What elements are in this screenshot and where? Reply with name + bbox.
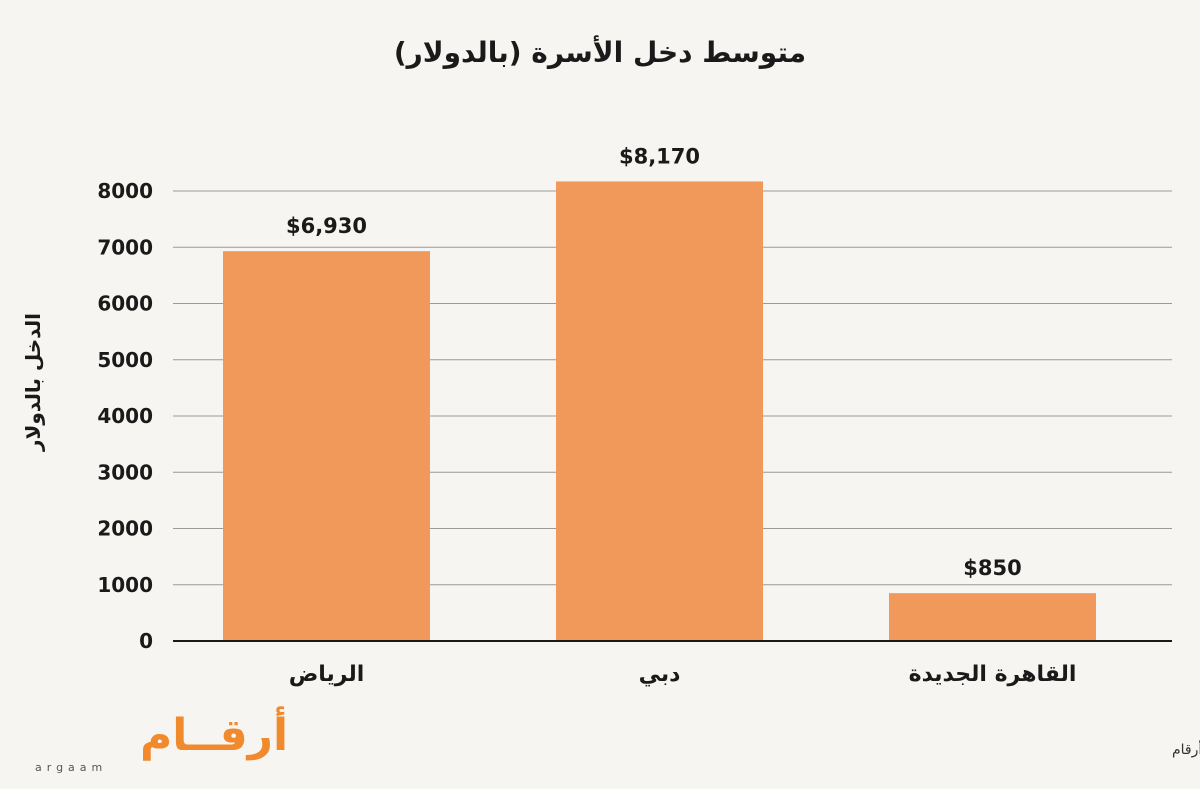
y-tick-labels: 0 1000 2000 3000 4000 5000 6000 7000 8000 (97, 179, 153, 653)
y-tick-label: 1000 (97, 573, 153, 597)
logo-arabic: أرقــام (140, 706, 288, 761)
x-tick-label: الرياض (289, 662, 365, 687)
bar (889, 593, 1096, 641)
y-tick-label: 4000 (97, 404, 153, 428)
chart-title: متوسط دخل الأسرة (بالدولار) (394, 35, 806, 69)
data-labels: $6,930 $8,170 $850 (286, 144, 1022, 580)
x-tick-labels: الرياض دبي القاهرة الجديدة (289, 662, 1077, 687)
bar (223, 251, 430, 641)
data-label: $8,170 (619, 144, 700, 168)
bar (556, 181, 763, 641)
source-note: المصدر: أرقام (1172, 740, 1200, 758)
logo-latin: argaam (35, 761, 107, 774)
y-tick-label: 6000 (97, 292, 153, 316)
argaam-logo: أرقــام argaam (35, 706, 288, 774)
y-tick-label: 5000 (97, 348, 153, 372)
data-label: $6,930 (286, 214, 367, 238)
x-tick-label: القاهرة الجديدة (909, 662, 1077, 687)
y-tick-label: 8000 (97, 179, 153, 203)
x-tick-label: دبي (639, 662, 681, 687)
data-label: $850 (963, 556, 1021, 580)
y-tick-label: 2000 (97, 517, 153, 541)
y-tick-label: 0 (139, 629, 153, 653)
y-axis-label: الدخل بالدولار (21, 313, 45, 452)
y-tick-label: 7000 (97, 235, 153, 259)
bars (223, 181, 1096, 641)
y-tick-label: 3000 (97, 460, 153, 484)
